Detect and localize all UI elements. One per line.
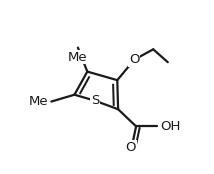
Text: O: O: [126, 141, 136, 154]
Text: S: S: [91, 94, 99, 107]
Text: Me: Me: [68, 51, 88, 64]
Text: Me: Me: [29, 95, 49, 108]
Text: OH: OH: [160, 120, 180, 133]
Text: O: O: [129, 53, 140, 66]
